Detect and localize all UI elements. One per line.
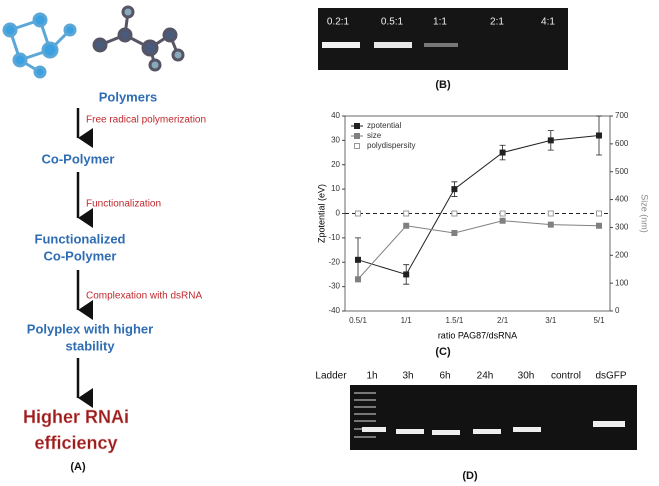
lane-label: 6h <box>439 371 450 382</box>
point <box>451 186 458 193</box>
x-tick-label: 1.5/1 <box>446 316 464 325</box>
lane-label: 0.5:1 <box>381 17 404 28</box>
point <box>596 132 602 139</box>
y2-tick-label: 500 <box>615 167 629 176</box>
y-tick-label: -10 <box>328 233 340 242</box>
y2-tick-label: 0 <box>615 306 620 315</box>
y-tick-label: 10 <box>331 184 340 193</box>
legend-marker <box>354 133 360 139</box>
y2-tick-label: 200 <box>615 250 629 259</box>
process: Free radical polymerization <box>86 115 206 126</box>
x-tick-label: 3/1 <box>545 316 557 325</box>
lane-label: 1:1 <box>433 17 447 28</box>
y2-axis-label: Size (nm) <box>640 194 650 233</box>
gel-image <box>350 385 637 450</box>
point <box>355 256 361 263</box>
lane-label: 0.2:1 <box>327 17 350 28</box>
legend-marker <box>354 123 360 129</box>
caption: (A) <box>70 461 86 473</box>
legend-label: size <box>367 131 382 140</box>
legend-label: polydispersity <box>367 141 415 150</box>
x-tick-label: 2/1 <box>497 316 509 325</box>
point <box>451 230 458 236</box>
x-axis-label: ratio PAG87/dsRNA <box>438 330 517 340</box>
step: Co-Polymer <box>44 248 117 263</box>
point <box>547 137 554 144</box>
gel-band <box>424 43 458 47</box>
lane-label: 3h <box>402 371 413 382</box>
lane-label: 24h <box>477 371 494 382</box>
point <box>403 222 410 229</box>
point <box>596 210 602 217</box>
point <box>547 221 554 228</box>
y-tick-label: 20 <box>331 160 340 169</box>
lane-label: 30h <box>518 371 535 382</box>
result: Higher RNAi <box>23 407 129 427</box>
lane-label: 2:1 <box>490 17 504 28</box>
y2-tick-label: 400 <box>615 195 629 204</box>
gel-band <box>362 421 625 435</box>
point <box>451 210 458 217</box>
y2-tick-label: 300 <box>615 223 629 232</box>
point <box>403 210 410 217</box>
process: Functionalization <box>86 199 161 210</box>
series-line <box>357 220 600 280</box>
molecule-icon <box>2 12 77 79</box>
y-axis-label: Zpotential (eV) <box>316 184 326 243</box>
y-tick-label: -20 <box>328 257 340 266</box>
caption: (B) <box>435 79 451 91</box>
x-tick-label: 0.5/1 <box>349 316 367 325</box>
legend-label: zpotential <box>367 121 401 130</box>
point <box>499 217 506 224</box>
step: Functionalized <box>35 231 126 246</box>
caption: (D) <box>462 470 478 482</box>
lane-label: control <box>551 371 581 382</box>
y-tick-label: -40 <box>328 306 340 315</box>
x-tick-label: 1/1 <box>401 316 413 325</box>
lane-label: dsGFP <box>595 371 626 382</box>
y2-tick-label: 600 <box>615 139 629 148</box>
lane-label: Ladder <box>315 371 347 382</box>
series-line <box>357 135 600 276</box>
point <box>403 271 410 278</box>
point <box>547 210 554 217</box>
molecule-icon <box>92 5 185 72</box>
point <box>355 210 361 217</box>
result: efficiency <box>34 433 117 453</box>
lane-label: 1h <box>366 371 377 382</box>
y-tick-label: -30 <box>328 282 340 291</box>
point <box>355 276 361 283</box>
y-tick-label: 40 <box>331 111 340 120</box>
point <box>499 210 506 217</box>
point <box>499 149 506 156</box>
step: stability <box>65 338 115 353</box>
gel-band <box>322 42 360 48</box>
y2-tick-label: 100 <box>615 278 629 287</box>
legend-marker <box>354 143 360 149</box>
process: Complexation with dsRNA <box>86 291 202 302</box>
y-tick-label: 30 <box>331 135 340 144</box>
gel-image <box>318 8 568 70</box>
y-tick-label: 0 <box>336 209 341 218</box>
x-tick-label: 5/1 <box>593 316 605 325</box>
lane-label: 4:1 <box>541 17 555 28</box>
point <box>596 222 602 229</box>
step: Polymers <box>99 89 158 104</box>
caption: (C) <box>435 346 451 358</box>
step: Co-Polymer <box>42 151 115 166</box>
gel-band <box>374 42 412 48</box>
y2-tick-label: 700 <box>615 111 629 120</box>
step: Polyplex with higher <box>27 321 153 336</box>
